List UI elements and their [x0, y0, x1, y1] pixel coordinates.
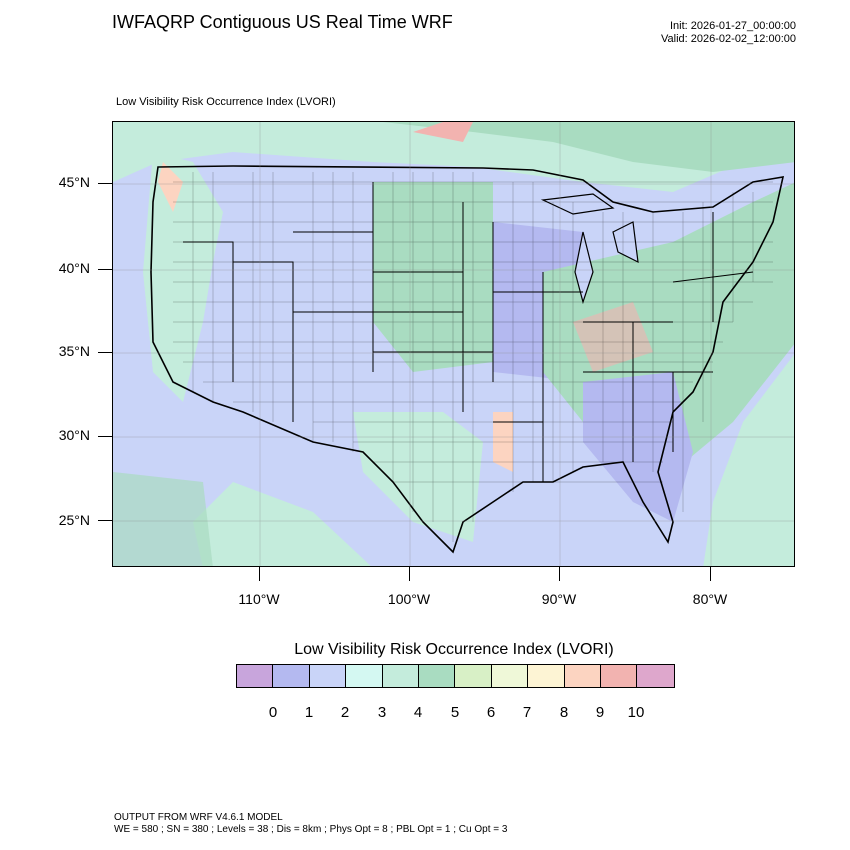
- lon-tick: [259, 567, 260, 581]
- run-info: Init: 2026-01-27_00:00:00 Valid: 2026-02…: [661, 20, 796, 46]
- lat-tick: [98, 269, 112, 270]
- legend-swatch-4: [382, 665, 419, 687]
- init-time: Init: 2026-01-27_00:00:00: [670, 20, 796, 32]
- lat-tick: [98, 183, 112, 184]
- lat-tick: [98, 352, 112, 353]
- footer-line-2: WE = 580 ; SN = 380 ; Levels = 38 ; Dis …: [114, 824, 508, 835]
- lon-label-110: 110°W: [238, 591, 280, 607]
- lon-tick: [559, 567, 560, 581]
- model-footer: OUTPUT FROM WRF V4.6.1 MODEL WE = 580 ; …: [114, 812, 507, 836]
- us-outline: [150, 165, 785, 554]
- lat-label-40: 40°N: [58, 260, 90, 276]
- main-title: IWFAQRP Contiguous US Real Time WRF: [112, 12, 453, 32]
- legend-label: 0: [268, 704, 278, 721]
- legend-swatch-7: [491, 665, 529, 687]
- lon-label-80: 80°W: [692, 591, 728, 607]
- legend-label: 7: [522, 704, 532, 721]
- legend-swatch-0: [237, 665, 274, 687]
- legend-label: 10: [627, 704, 645, 721]
- legend-label: 8: [559, 704, 569, 721]
- atlantic-field: [703, 354, 794, 566]
- map-panel: [112, 121, 795, 567]
- legend-swatch-10: [600, 665, 638, 687]
- valid-time: Valid: 2026-02-02_12:00:00: [661, 33, 796, 45]
- legend-swatch-9: [564, 665, 601, 687]
- lon-label-100: 100°W: [387, 591, 431, 607]
- hot-spot: [413, 122, 473, 142]
- lon-tick: [409, 567, 410, 581]
- county-borders: [173, 172, 773, 542]
- lon-label-90: 90°W: [541, 591, 577, 607]
- lat-label-35: 35°N: [58, 343, 90, 359]
- lat-label-25: 25°N: [58, 512, 90, 528]
- legend-swatch-3: [346, 665, 383, 687]
- legend-swatch-2: [309, 665, 347, 687]
- lat-label-30: 30°N: [58, 427, 90, 443]
- legend-label: 2: [340, 704, 350, 721]
- north-field: [383, 122, 794, 172]
- pacific-field: [113, 472, 213, 566]
- legend-label: 9: [595, 704, 605, 721]
- graticule: [113, 122, 794, 566]
- footer-line-1: OUTPUT FROM WRF V4.6.1 MODEL: [114, 812, 283, 823]
- cascades-field: [158, 162, 183, 212]
- legend-label: 3: [377, 704, 387, 721]
- texas-field: [353, 412, 483, 542]
- west-coast-field: [143, 152, 223, 402]
- legend-swatch-1: [273, 665, 310, 687]
- lat-tick: [98, 436, 112, 437]
- lon-tick: [710, 567, 711, 581]
- lat-label-45: 45°N: [58, 174, 90, 190]
- legend-label: 1: [304, 704, 314, 721]
- legend-title: Low Visibility Risk Occurrence Index (LV…: [294, 641, 614, 658]
- legend-swatch-8: [528, 665, 565, 687]
- legend-label: 5: [450, 704, 460, 721]
- mexico-field: [193, 482, 371, 566]
- legend-colorbar: [236, 664, 675, 688]
- legend-swatch-5: [418, 665, 456, 687]
- lake-superior: [540, 193, 615, 215]
- map-subtitle: Low Visibility Risk Occurrence Index (LV…: [116, 96, 336, 108]
- legend-swatch-6: [455, 665, 492, 687]
- lat-tick: [98, 520, 112, 521]
- legend-label: 4: [413, 704, 423, 721]
- southeast-field: [583, 372, 693, 522]
- legend-label: 6: [486, 704, 496, 721]
- weather-map: [113, 122, 794, 566]
- legend-swatch-11: [637, 665, 674, 687]
